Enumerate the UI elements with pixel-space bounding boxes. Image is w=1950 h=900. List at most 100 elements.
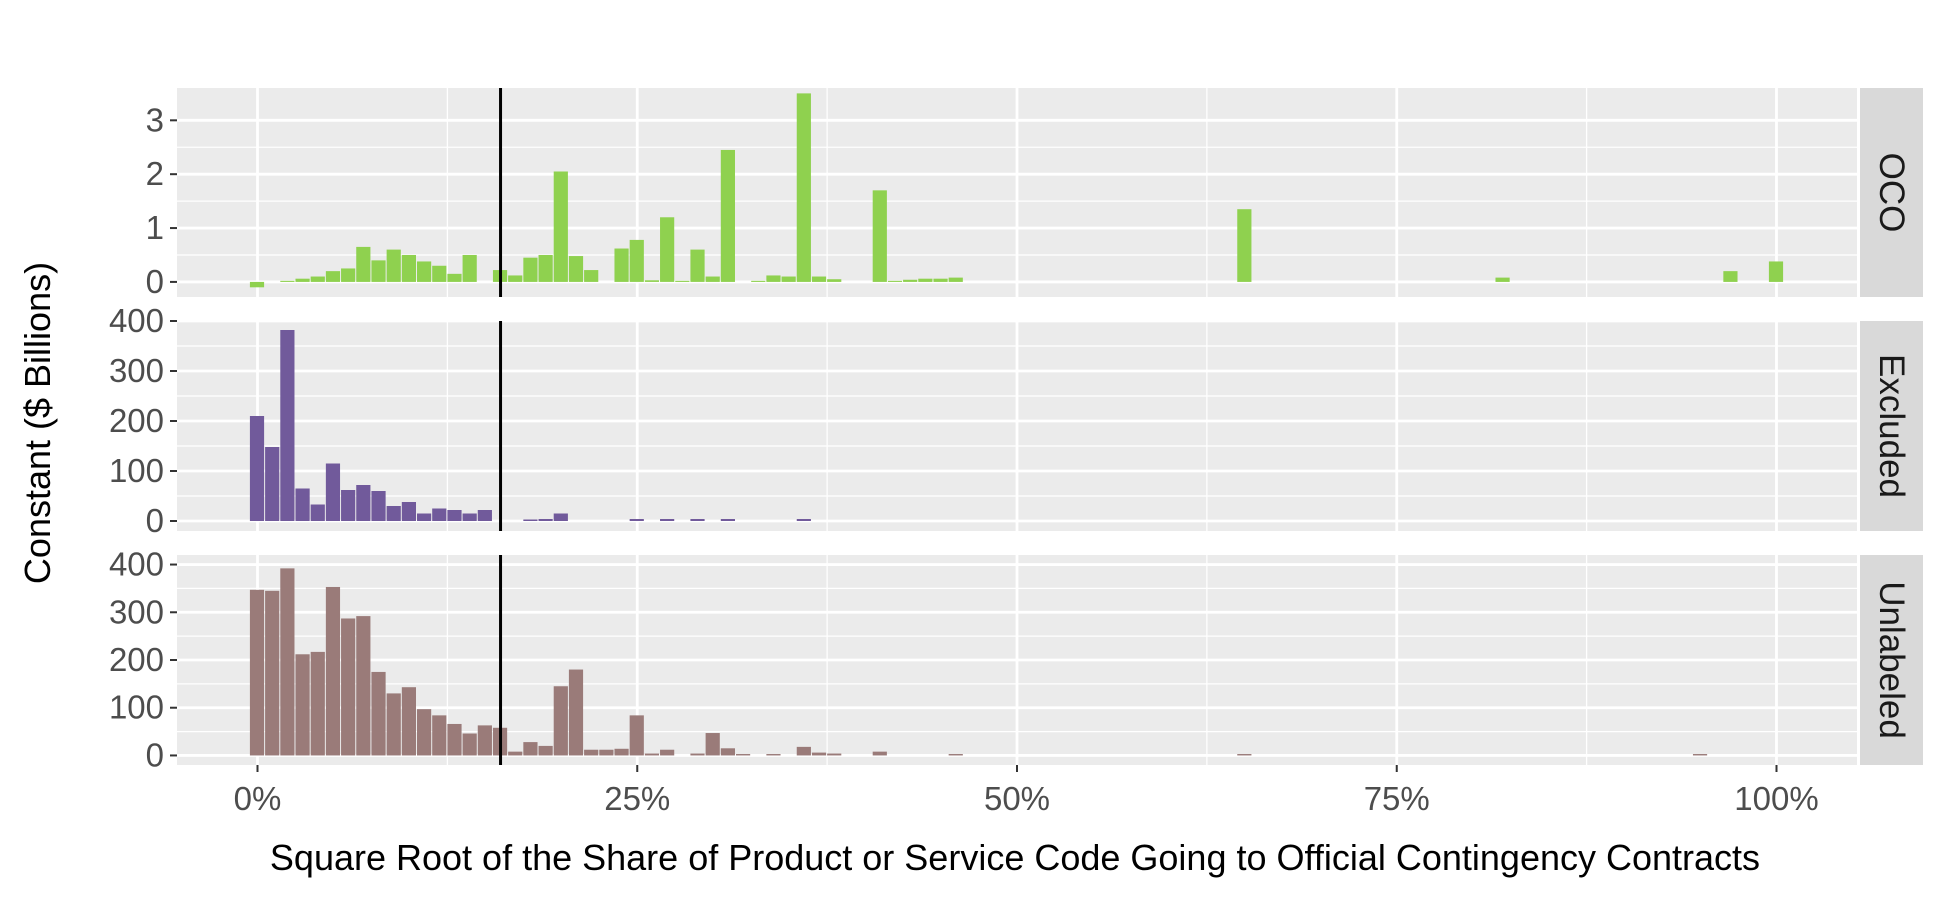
histogram-bar bbox=[462, 513, 477, 521]
facet-panel-oco: 0 1 2 3 OCO bbox=[146, 88, 1923, 300]
histogram-bar bbox=[584, 749, 599, 756]
histogram-bar bbox=[508, 275, 523, 282]
histogram-bar bbox=[432, 508, 447, 521]
y-tick-label: 0 bbox=[146, 502, 164, 539]
y-tick-label: 300 bbox=[109, 593, 164, 630]
histogram-bar bbox=[903, 279, 918, 282]
facet-strip bbox=[1860, 321, 1923, 531]
histogram-bar bbox=[325, 463, 341, 521]
histogram-bar bbox=[447, 723, 462, 756]
histogram-bar bbox=[265, 590, 280, 756]
histogram-bar bbox=[1237, 754, 1252, 756]
histogram-bar bbox=[538, 745, 553, 756]
histogram-bar bbox=[523, 742, 538, 756]
histogram-bar bbox=[538, 254, 553, 282]
histogram-bar bbox=[751, 280, 766, 282]
histogram-bar bbox=[660, 749, 675, 756]
histogram-bar bbox=[811, 276, 827, 282]
histogram-bar bbox=[295, 654, 310, 756]
histogram-bar bbox=[401, 254, 416, 282]
histogram-bar bbox=[1495, 277, 1510, 282]
histogram-bar bbox=[720, 519, 735, 521]
facet-panel-excluded: 0 100 200 300 400 Excluded bbox=[109, 302, 1923, 539]
histogram-bar bbox=[310, 276, 325, 282]
histogram-bar bbox=[811, 752, 827, 756]
histogram-bar bbox=[310, 504, 325, 521]
histogram-bar bbox=[872, 190, 887, 282]
histogram-bar bbox=[325, 586, 341, 756]
facet-panel-unlabeled: 0 100 200 300 400 Unlabeled bbox=[109, 546, 1923, 773]
histogram-bar bbox=[766, 754, 781, 756]
x-tick-label: 50% bbox=[984, 780, 1050, 817]
histogram-bar bbox=[827, 753, 842, 756]
y-tick-label: 200 bbox=[109, 641, 164, 678]
histogram-bar bbox=[781, 276, 796, 282]
histogram-bar bbox=[887, 280, 903, 282]
x-tick-label: 25% bbox=[604, 780, 670, 817]
histogram-bar bbox=[568, 256, 584, 282]
histogram-bar bbox=[1692, 754, 1708, 756]
facet-panels: 0 1 2 3 OCO 0 100 200 300 400 Excluded 0 100 200 300 40… bbox=[109, 88, 1923, 773]
histogram-bar bbox=[401, 502, 416, 521]
histogram-bar bbox=[310, 651, 325, 756]
histogram-bar bbox=[401, 687, 416, 756]
histogram-bar bbox=[933, 278, 948, 282]
histogram-bar bbox=[584, 270, 599, 282]
histogram-bar bbox=[523, 519, 538, 521]
histogram-bar bbox=[1237, 209, 1252, 282]
histogram-bar bbox=[720, 748, 735, 756]
facet-strip bbox=[1860, 88, 1923, 297]
histogram-bar bbox=[295, 488, 310, 521]
histogram-bar bbox=[1768, 261, 1784, 282]
histogram-bar bbox=[948, 277, 963, 282]
y-axis-title: Constant ($ Billions) bbox=[17, 262, 58, 584]
histogram-bar bbox=[356, 246, 371, 282]
x-tick-label: 100% bbox=[1734, 780, 1818, 817]
histogram-bar bbox=[325, 271, 341, 282]
histogram-bar bbox=[523, 257, 538, 282]
histogram-bar bbox=[295, 278, 310, 282]
histogram-bar bbox=[660, 217, 675, 282]
y-tick-label: 0 bbox=[146, 263, 164, 300]
histogram-bar bbox=[371, 671, 386, 756]
facet-strip-label: Unlabeled bbox=[1872, 581, 1911, 739]
histogram-bar bbox=[538, 519, 553, 521]
histogram-bar bbox=[386, 693, 401, 756]
histogram-bar bbox=[417, 709, 432, 756]
histogram-bar bbox=[280, 330, 295, 521]
histogram-bar bbox=[690, 753, 705, 756]
histogram-bar bbox=[827, 279, 842, 282]
histogram-bar bbox=[660, 519, 675, 521]
histogram-bar bbox=[477, 725, 492, 756]
histogram-bar bbox=[477, 510, 492, 521]
x-tick-label: 0% bbox=[234, 780, 282, 817]
histogram-bar bbox=[1723, 271, 1738, 282]
histogram-bar bbox=[462, 254, 477, 282]
histogram-bar bbox=[356, 616, 371, 756]
histogram-bar bbox=[629, 239, 644, 282]
y-tick-label: 400 bbox=[109, 302, 164, 339]
y-tick-label: 400 bbox=[109, 546, 164, 583]
histogram-bar bbox=[872, 751, 887, 756]
histogram-bar bbox=[249, 281, 265, 288]
histogram-bar bbox=[599, 749, 614, 756]
histogram-bar bbox=[796, 519, 811, 521]
histogram-bar bbox=[265, 447, 280, 521]
x-tick-label: 75% bbox=[1364, 780, 1430, 817]
histogram-bar bbox=[690, 519, 705, 521]
histogram-bar bbox=[766, 275, 781, 282]
histogram-bar bbox=[553, 686, 568, 756]
histogram-bar bbox=[629, 519, 644, 521]
y-tick-label: 0 bbox=[146, 736, 164, 773]
histogram-bar bbox=[948, 754, 963, 756]
y-tick-label: 3 bbox=[146, 101, 164, 138]
histogram-bar bbox=[417, 513, 432, 521]
histogram-bar bbox=[796, 746, 811, 756]
histogram-bar bbox=[614, 248, 629, 282]
histogram-bar bbox=[796, 93, 811, 282]
histogram-bar bbox=[675, 280, 690, 282]
histogram-bar bbox=[432, 715, 447, 756]
y-tick-label: 300 bbox=[109, 352, 164, 389]
facet-strip-label: Excluded bbox=[1872, 354, 1911, 498]
